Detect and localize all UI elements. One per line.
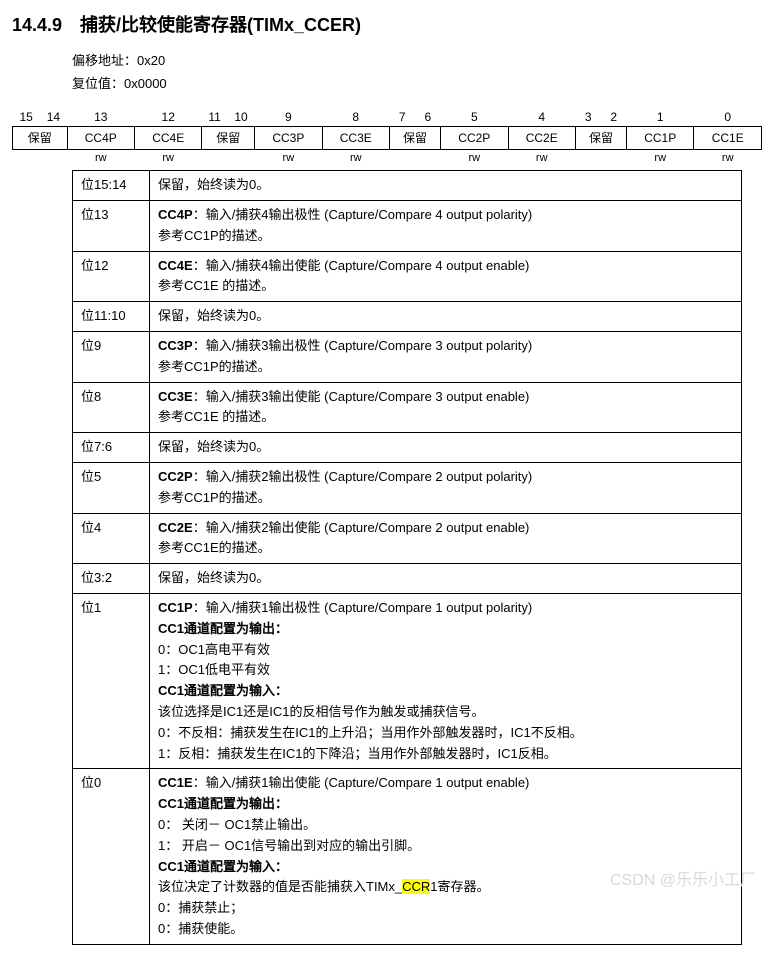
bit-range: 位0 xyxy=(73,769,150,944)
bit-description: 保留，始终读为0。 xyxy=(150,302,742,332)
bit-number: 6 xyxy=(415,108,441,127)
bit-name-cell: CC2E xyxy=(508,126,575,149)
bit-range: 位15:14 xyxy=(73,171,150,201)
bit-description: 保留，始终读为0。 xyxy=(150,564,742,594)
bit-name-cell: CC1E xyxy=(694,126,762,149)
bit-description: CC1E：输入/捕获1输出使能 (Capture/Compare 1 outpu… xyxy=(150,769,742,944)
bit-layout-table: 1514131211109876543210 保留CC4PCC4E保留CC3PC… xyxy=(12,108,762,167)
bit-rw-cell: rw xyxy=(694,149,762,166)
bit-range: 位1 xyxy=(73,594,150,769)
bit-number: 9 xyxy=(255,108,322,127)
bit-rw-cell: rw xyxy=(627,149,694,166)
bit-description: CC4P：输入/捕获4输出极性 (Capture/Compare 4 outpu… xyxy=(150,201,742,252)
bit-number: 0 xyxy=(694,108,762,127)
bit-description: CC3P：输入/捕获3输出极性 (Capture/Compare 3 outpu… xyxy=(150,332,742,383)
bit-description: CC2E：输入/捕获2输出使能 (Capture/Compare 2 outpu… xyxy=(150,513,742,564)
bit-rw-cell xyxy=(575,149,626,166)
offset-address: 偏移地址：0x20 xyxy=(72,49,762,72)
bit-name-cell: CC1P xyxy=(627,126,694,149)
reset-value: 复位值：0x0000 xyxy=(72,72,762,95)
bit-description: 保留，始终读为0。 xyxy=(150,433,742,463)
bit-rw-cell: rw xyxy=(255,149,322,166)
bit-range: 位9 xyxy=(73,332,150,383)
bit-number: 1 xyxy=(627,108,694,127)
bit-rw-cell xyxy=(202,149,255,166)
bit-range: 位3:2 xyxy=(73,564,150,594)
bit-number: 8 xyxy=(322,108,389,127)
bit-rw-cell xyxy=(13,149,68,166)
bit-number: 5 xyxy=(441,108,508,127)
bit-description: 保留，始终读为0。 xyxy=(150,171,742,201)
bit-name-cell: 保留 xyxy=(575,126,626,149)
bit-number: 7 xyxy=(389,108,415,127)
bit-range: 位12 xyxy=(73,251,150,302)
meta-block: 偏移地址：0x20 复位值：0x0000 xyxy=(72,49,762,96)
bit-rw-cell xyxy=(389,149,440,166)
bit-range: 位8 xyxy=(73,382,150,433)
bit-name-cell: CC3P xyxy=(255,126,322,149)
bit-number: 3 xyxy=(575,108,601,127)
bit-rw-cell: rw xyxy=(67,149,134,166)
bit-description: CC4E：输入/捕获4输出使能 (Capture/Compare 4 outpu… xyxy=(150,251,742,302)
bit-name-cell: CC4E xyxy=(134,126,201,149)
bit-number: 13 xyxy=(67,108,134,127)
bit-number: 12 xyxy=(134,108,201,127)
bit-name-cell: 保留 xyxy=(13,126,68,149)
bit-name-cell: CC2P xyxy=(441,126,508,149)
bit-rw-cell: rw xyxy=(441,149,508,166)
bit-range: 位13 xyxy=(73,201,150,252)
bit-description-table: 位15:14保留，始终读为0。位13CC4P：输入/捕获4输出极性 (Captu… xyxy=(72,170,742,945)
bit-number: 2 xyxy=(601,108,627,127)
bit-number: 11 xyxy=(202,108,227,127)
bit-name-cell: 保留 xyxy=(202,126,255,149)
bit-rw-cell: rw xyxy=(134,149,201,166)
bit-range: 位5 xyxy=(73,463,150,514)
bit-name-cell: CC3E xyxy=(322,126,389,149)
bit-rw-cell: rw xyxy=(508,149,575,166)
bit-range: 位7:6 xyxy=(73,433,150,463)
bit-number: 15 xyxy=(13,108,40,127)
bit-number: 4 xyxy=(508,108,575,127)
bit-number: 10 xyxy=(227,108,254,127)
bit-description: CC2P：输入/捕获2输出极性 (Capture/Compare 2 outpu… xyxy=(150,463,742,514)
bit-rw-cell: rw xyxy=(322,149,389,166)
bit-description: CC1P：输入/捕获1输出极性 (Capture/Compare 1 outpu… xyxy=(150,594,742,769)
bit-number: 14 xyxy=(40,108,67,127)
bit-description: CC3E：输入/捕获3输出使能 (Capture/Compare 3 outpu… xyxy=(150,382,742,433)
bit-range: 位11:10 xyxy=(73,302,150,332)
bit-range: 位4 xyxy=(73,513,150,564)
bit-name-cell: 保留 xyxy=(389,126,440,149)
bit-name-cell: CC4P xyxy=(67,126,134,149)
section-heading: 14.4.9 捕获/比较使能寄存器(TIMx_CCER) xyxy=(12,12,762,39)
